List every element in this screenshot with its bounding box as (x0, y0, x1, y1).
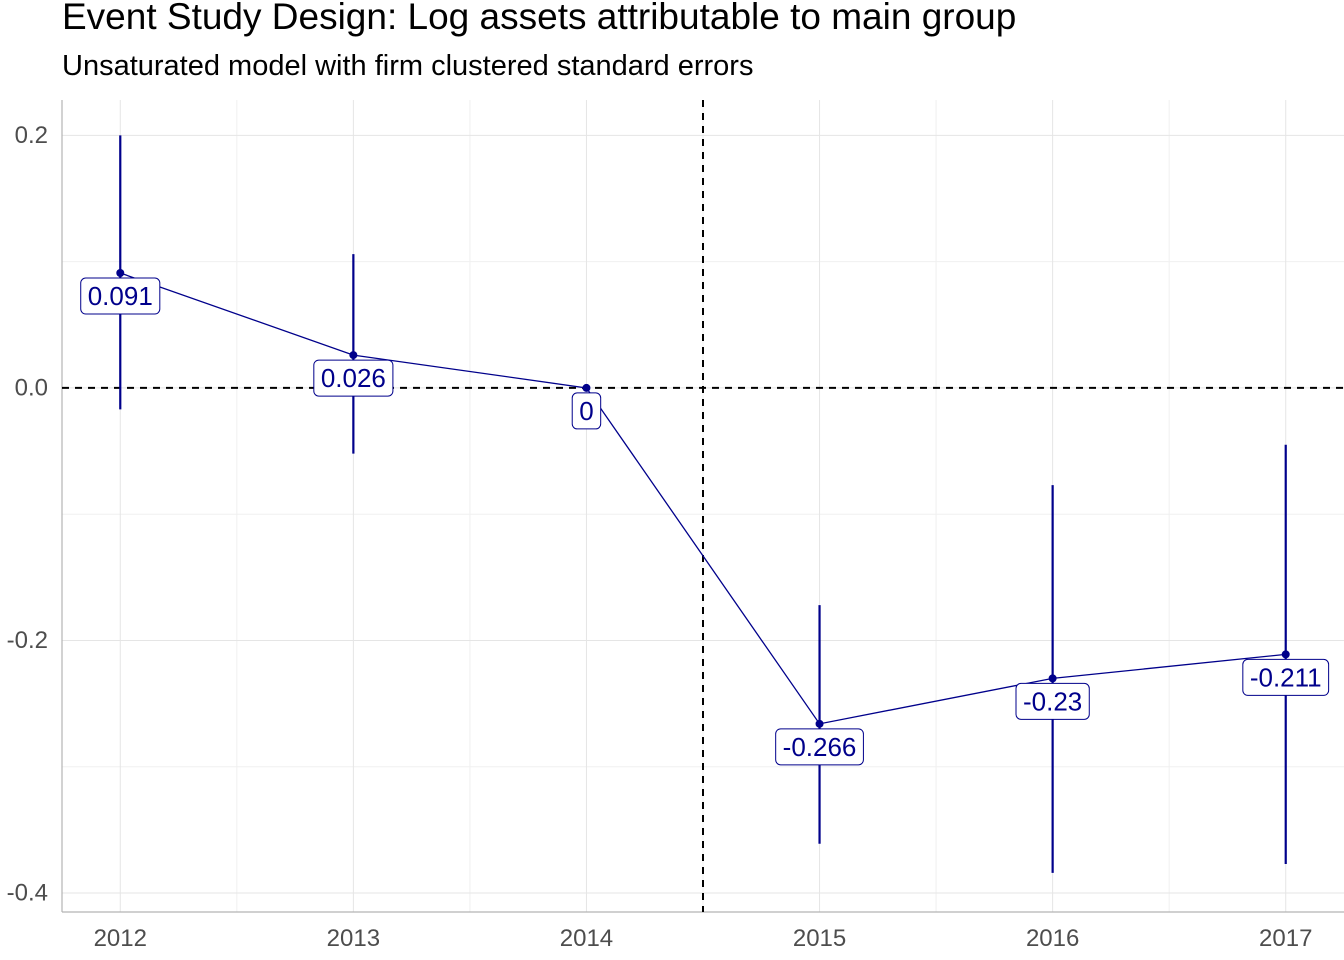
data-label-box (1015, 682, 1090, 720)
data-label-text: 0 (579, 396, 593, 426)
data-label-box (313, 359, 394, 397)
x-tick-label: 2014 (560, 925, 613, 952)
x-tick-label: 2012 (94, 925, 147, 952)
y-tick-label: 0.0 (15, 374, 48, 401)
series-line-layer (120, 272, 1286, 725)
data-label-text: -0.266 (783, 732, 857, 762)
y-tick-label: -0.2 (7, 627, 48, 654)
data-label-text: -0.211 (1250, 662, 1322, 692)
data-label-box (775, 728, 864, 766)
chart-subtitle: Unsaturated model with firm clustered st… (62, 50, 754, 82)
series-line (120, 272, 1286, 725)
reference-lines (62, 100, 1344, 912)
y-tick-label: 0.2 (15, 122, 48, 149)
data-label-box (1242, 658, 1330, 696)
data-point (349, 351, 358, 360)
data-label-text: 0.091 (88, 281, 153, 311)
y-tick-label: -0.4 (7, 880, 48, 907)
point-layer (116, 269, 1290, 728)
data-label: 0 (571, 392, 602, 430)
data-label: 0.091 (80, 277, 161, 315)
data-label: -0.211 (1242, 658, 1330, 696)
data-label: -0.266 (775, 728, 864, 766)
data-label-text: 0.026 (321, 363, 386, 393)
data-label: -0.23 (1015, 682, 1090, 720)
data-point (116, 269, 125, 278)
data-label-box (80, 277, 161, 315)
x-tick-labels: 2012 2013 2014 2015 2016 2017 (94, 925, 1313, 952)
data-point (582, 383, 591, 392)
y-tick-labels: 0.2 0.0 -0.2 -0.4 (7, 122, 48, 907)
data-point (1048, 674, 1057, 683)
data-label: 0.026 (313, 359, 394, 397)
x-tick-label: 2017 (1259, 925, 1312, 952)
x-tick-label: 2015 (793, 925, 846, 952)
data-label-layer: 0.091 0.026 0 -0.266 -0.23 -0.211 (80, 277, 1330, 766)
x-tick-label: 2013 (327, 925, 380, 952)
chart-title: Event Study Design: Log assets attributa… (62, 0, 1017, 37)
data-point (1281, 650, 1290, 659)
x-tick-label: 2016 (1026, 925, 1079, 952)
data-label-text: -0.23 (1023, 686, 1082, 716)
data-point (815, 719, 824, 728)
data-label-box (571, 392, 602, 430)
